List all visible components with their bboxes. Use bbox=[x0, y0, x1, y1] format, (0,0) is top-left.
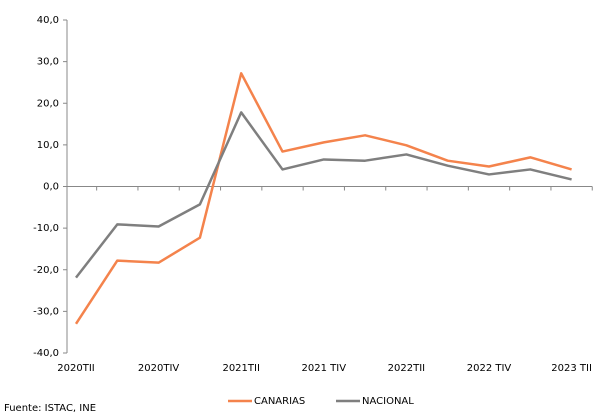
legend-label: NACIONAL bbox=[362, 396, 414, 407]
x-tick-label: 2020TIV bbox=[138, 363, 180, 374]
y-tick-label: 0,0 bbox=[43, 182, 59, 193]
y-tick-label: 20,0 bbox=[37, 98, 59, 109]
x-tick-label: 2023 TII bbox=[551, 363, 592, 374]
x-tick-label: 2022TII bbox=[388, 363, 425, 374]
x-tick-label: 2022 TIV bbox=[467, 363, 512, 374]
y-tick-label: 10,0 bbox=[37, 140, 59, 151]
y-tick-label: 40,0 bbox=[37, 15, 59, 26]
y-tick-label: -30,0 bbox=[33, 306, 59, 317]
x-tick-label: 2021TII bbox=[222, 363, 259, 374]
y-tick-label: -10,0 bbox=[33, 223, 59, 234]
legend-label: CANARIAS bbox=[254, 396, 305, 407]
x-tick-label: 2021 TIV bbox=[302, 363, 347, 374]
series-line bbox=[74, 72, 572, 325]
y-tick-label: -20,0 bbox=[33, 265, 59, 276]
series-line bbox=[75, 111, 572, 279]
source: Fuente: ISTAC, INE bbox=[4, 403, 96, 412]
y-tick-label: -40,0 bbox=[33, 348, 59, 359]
y-tick-label: 30,0 bbox=[37, 57, 59, 68]
x-tick-label: 2020TII bbox=[57, 363, 94, 374]
